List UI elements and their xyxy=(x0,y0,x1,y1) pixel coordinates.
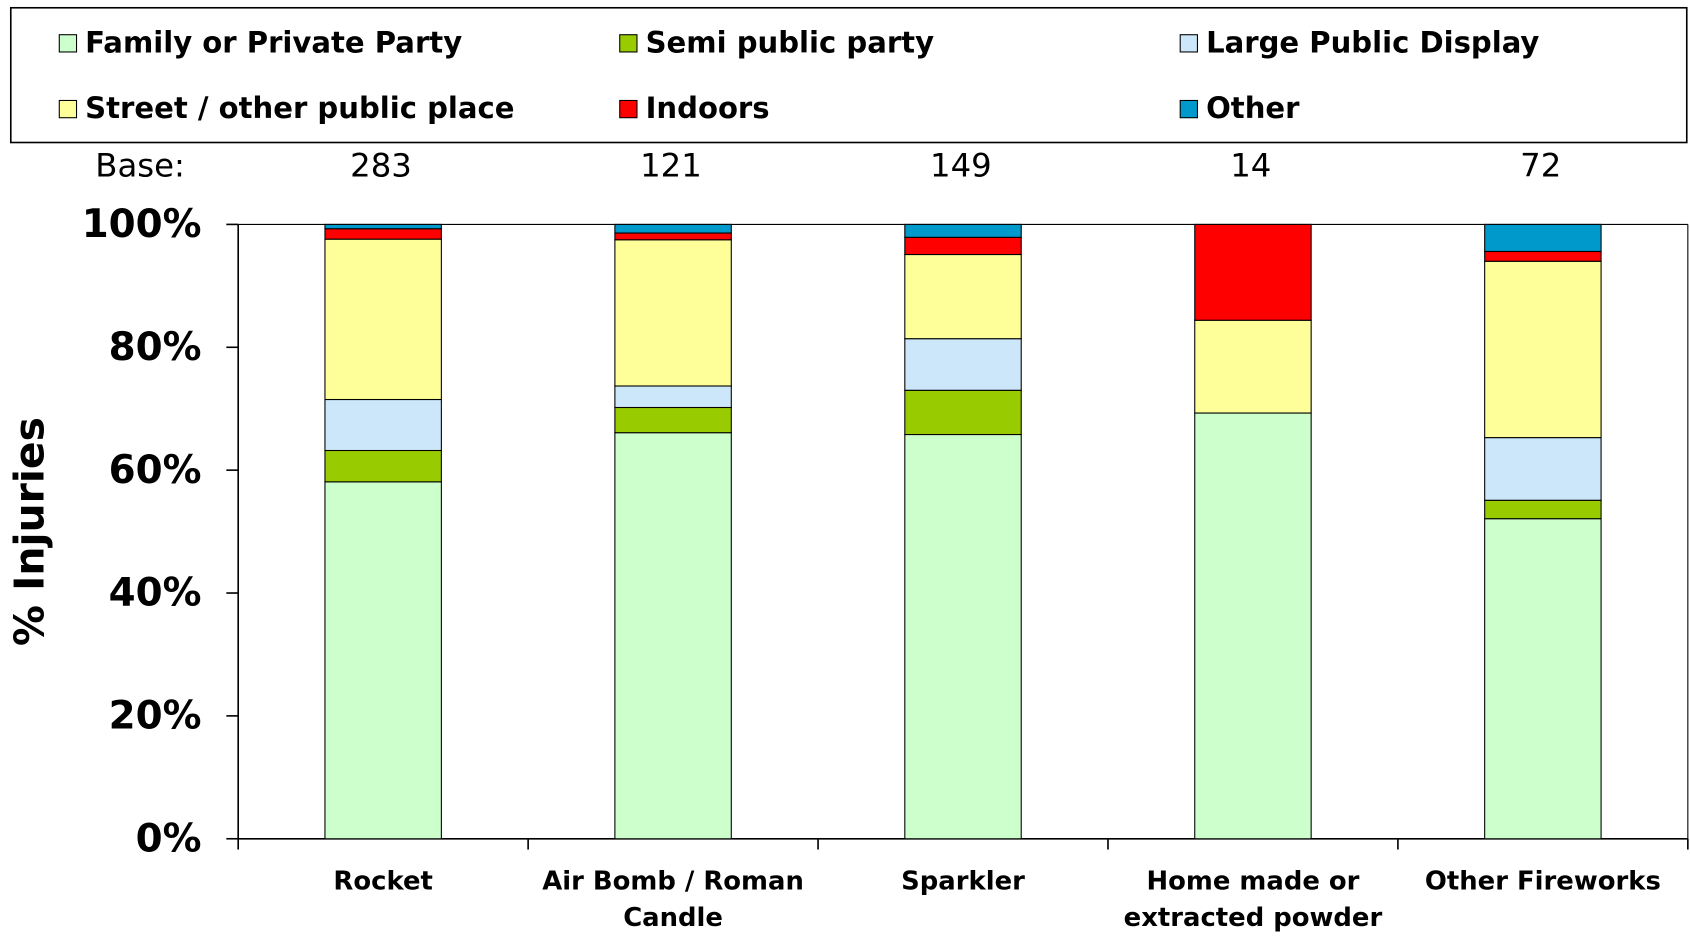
x-label-box: Home made or extracted powder xyxy=(1123,865,1383,933)
base-value: 283 xyxy=(350,146,412,184)
y-axis-label: % Injuries xyxy=(5,417,53,646)
y-tick-label: 0% xyxy=(136,816,202,861)
legend-label: Street / other public place xyxy=(85,91,514,125)
legend-swatch xyxy=(58,99,78,119)
bar-segment xyxy=(904,236,1022,256)
base-value: 72 xyxy=(1520,146,1561,184)
legend-label: Semi public party xyxy=(646,25,935,59)
bar-segment xyxy=(904,223,1022,238)
legend-label: Family or Private Party xyxy=(85,25,462,59)
bar-segment xyxy=(904,338,1022,391)
x-tick-label: Sparkler xyxy=(901,865,1025,896)
bar-segment xyxy=(324,223,442,230)
bar-segment xyxy=(1484,250,1602,262)
bar-segment xyxy=(904,389,1022,436)
legend-box xyxy=(9,6,1688,144)
bar-segment xyxy=(1484,437,1602,501)
bar-segment xyxy=(1194,412,1312,840)
base-value: 121 xyxy=(640,146,702,184)
bar-segment xyxy=(324,481,442,840)
bar-segment xyxy=(614,223,732,234)
legend-swatch xyxy=(1179,34,1198,53)
x-label-box: Other Fireworks xyxy=(1424,865,1661,896)
base-value: 149 xyxy=(930,146,992,184)
bar-segment xyxy=(904,433,1022,840)
x-tick-label: Home made or extracted powder xyxy=(1123,865,1383,933)
bar-segment xyxy=(614,239,732,387)
bar-segment xyxy=(1484,260,1602,439)
bar-segment xyxy=(1484,518,1602,840)
bar-segment xyxy=(324,228,442,240)
bar-segment xyxy=(1194,223,1312,321)
legend-swatch xyxy=(619,99,638,119)
y-tick-label: 40% xyxy=(109,571,202,616)
x-tick-label: Other Fireworks xyxy=(1424,865,1661,896)
y-tick-label: 20% xyxy=(109,694,202,739)
legend-swatch xyxy=(619,34,638,53)
bar-segment xyxy=(1484,499,1602,520)
bar-segment xyxy=(904,253,1022,340)
bar-segment xyxy=(614,232,732,241)
legend-swatch xyxy=(58,34,78,53)
bar-segment xyxy=(614,432,732,840)
x-label-box: Air Bomb / Roman Candle xyxy=(542,865,804,933)
legend-swatch xyxy=(1179,99,1198,119)
legend-label: Large Public Display xyxy=(1206,25,1539,59)
x-label-box: Sparkler xyxy=(901,865,1025,896)
bar-segment xyxy=(324,398,442,452)
bar-segment xyxy=(324,449,442,483)
y-tick-label: 100% xyxy=(82,202,202,247)
bar-segment xyxy=(1194,319,1312,414)
bar-segment xyxy=(324,238,442,401)
y-tick-label: 80% xyxy=(109,325,202,370)
base-value: 14 xyxy=(1230,146,1271,184)
bar-segment xyxy=(614,406,732,434)
x-tick-label: Air Bomb / Roman Candle xyxy=(542,865,804,933)
legend-label: Indoors xyxy=(646,91,770,125)
y-tick-label: 60% xyxy=(109,448,202,493)
bar-segment xyxy=(614,385,732,409)
base-label: Base: xyxy=(95,146,185,184)
legend-label: Other xyxy=(1206,91,1300,125)
x-label-box: Rocket xyxy=(333,865,433,896)
x-tick-label: Rocket xyxy=(333,865,433,896)
bar-segment xyxy=(1484,223,1602,252)
